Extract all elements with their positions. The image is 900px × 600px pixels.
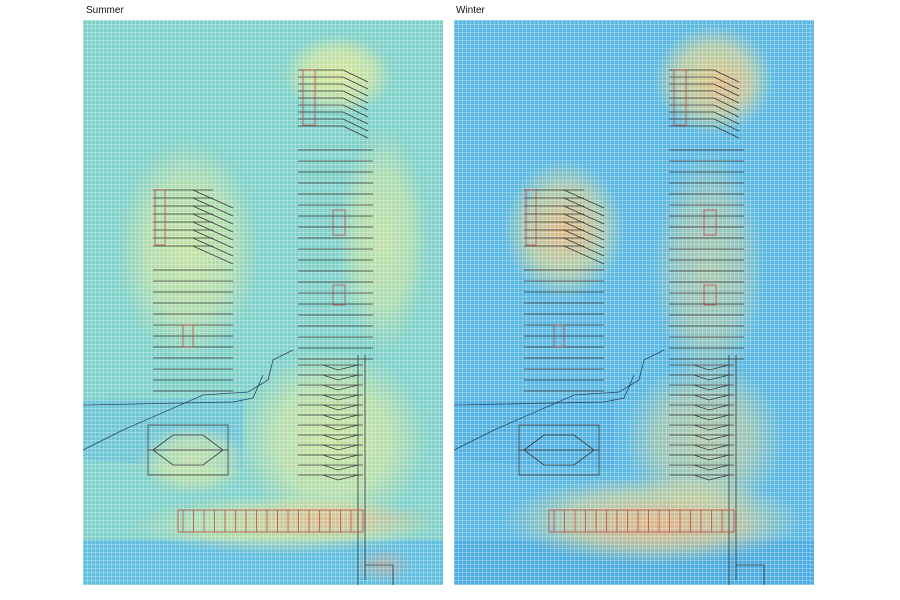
building-core — [703, 209, 717, 236]
stair-line — [713, 104, 740, 118]
pier-line — [357, 564, 394, 585]
branch-line — [693, 424, 730, 431]
branch-line — [322, 464, 359, 471]
stair-line — [192, 237, 234, 257]
branch-line — [322, 384, 359, 391]
coast-line — [83, 374, 264, 406]
stair-line — [192, 197, 234, 217]
branch-line — [322, 424, 359, 431]
branch-line — [693, 374, 730, 381]
branch-line — [693, 444, 730, 451]
stair-line — [563, 213, 605, 233]
branch-line — [322, 394, 359, 401]
branch-line — [322, 444, 359, 451]
stair-line — [342, 111, 369, 125]
river-line — [454, 349, 665, 451]
stair-line — [713, 111, 740, 125]
stair-line — [563, 229, 605, 249]
branch-line — [693, 394, 730, 401]
branch-line — [693, 414, 730, 421]
coast-line — [454, 374, 635, 406]
branch-line — [322, 404, 359, 411]
panel-title-summer: Summer — [86, 5, 124, 16]
stair-line — [192, 229, 234, 249]
stair-line — [342, 69, 369, 83]
stair-line — [713, 76, 740, 90]
panel-title-winter: Winter — [456, 5, 485, 16]
stair-line — [342, 104, 369, 118]
building-core — [332, 209, 346, 236]
stair-line — [563, 189, 605, 209]
stair-line — [342, 125, 369, 139]
river-line — [83, 349, 294, 451]
grid-overlay — [83, 20, 443, 585]
stair-line — [713, 83, 740, 97]
branch-line — [693, 364, 730, 371]
building-core — [302, 69, 316, 126]
branch-line — [693, 384, 730, 391]
stair-line — [342, 83, 369, 97]
stair-line — [342, 90, 369, 104]
building-core — [525, 189, 537, 246]
stair-line — [342, 118, 369, 132]
building-core — [703, 284, 717, 306]
stair-line — [192, 205, 234, 225]
stair-line — [713, 69, 740, 83]
stair-line — [713, 90, 740, 104]
branch-line — [693, 474, 730, 481]
stair-line — [713, 97, 740, 111]
branch-line — [322, 414, 359, 421]
branch-line — [693, 454, 730, 461]
base-building — [177, 509, 364, 533]
stair-line — [192, 213, 234, 233]
building-core — [332, 284, 346, 306]
site-plan — [454, 69, 765, 585]
branch-line — [693, 434, 730, 441]
summer-heatmap-plan — [83, 20, 443, 585]
branch-line — [322, 434, 359, 441]
winter-heatmap-plan — [454, 20, 814, 585]
stair-line — [713, 118, 740, 132]
branch-line — [693, 404, 730, 411]
branch-line — [322, 454, 359, 461]
stair-line — [342, 97, 369, 111]
building-core — [553, 324, 565, 348]
stair-line — [713, 125, 740, 139]
stair-line — [563, 197, 605, 217]
site-plan — [83, 69, 394, 585]
stair-line — [192, 189, 234, 209]
stair-line — [563, 237, 605, 257]
building-core — [154, 189, 166, 246]
branch-line — [322, 474, 359, 481]
base-building — [548, 509, 735, 533]
branch-line — [322, 364, 359, 371]
pier-line — [728, 564, 765, 585]
grid-overlay — [454, 20, 814, 585]
stair-line — [342, 76, 369, 90]
branch-line — [322, 374, 359, 381]
stair-line — [563, 221, 605, 241]
stair-line — [563, 245, 605, 265]
building-core — [673, 69, 687, 126]
stair-line — [192, 221, 234, 241]
stair-line — [563, 205, 605, 225]
building-core — [182, 324, 194, 348]
branch-line — [693, 464, 730, 471]
stair-line — [192, 245, 234, 265]
